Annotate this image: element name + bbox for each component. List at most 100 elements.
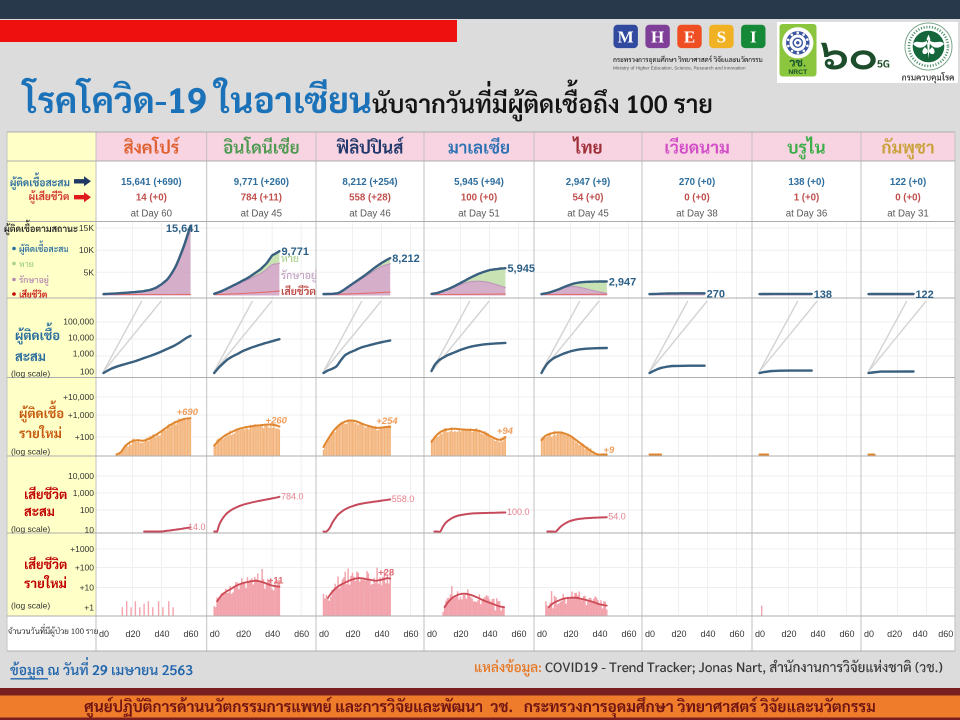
svg-text:270: 270 [707, 288, 725, 300]
svg-text:d60: d60 [403, 629, 418, 639]
svg-text:100: 100 [80, 367, 94, 377]
svg-text:at Day 60: at Day 60 [131, 209, 173, 220]
svg-text:at Day 36: at Day 36 [786, 209, 827, 220]
svg-text:d40: d40 [265, 629, 280, 639]
svg-text:+11: +11 [268, 576, 284, 587]
svg-text:+10,000: +10,000 [63, 392, 94, 402]
svg-text:8,212 (+254): 8,212 (+254) [342, 177, 397, 188]
svg-text:15K: 15K [79, 223, 94, 233]
svg-text:1 (+0): 1 (+0) [794, 192, 820, 203]
svg-text:d20: d20 [887, 629, 902, 639]
svg-text:d0: d0 [210, 629, 220, 639]
svg-text:d20: d20 [671, 629, 686, 639]
svg-text:+690: +690 [177, 407, 199, 418]
svg-text:0 (+0): 0 (+0) [895, 192, 921, 203]
svg-text:at Day 46: at Day 46 [349, 209, 390, 220]
svg-text:d60: d60 [183, 629, 198, 639]
svg-text:5K: 5K [84, 267, 95, 277]
svg-text:d0: d0 [645, 629, 655, 639]
svg-text:d40: d40 [810, 629, 825, 639]
svg-text:M: M [618, 28, 634, 47]
svg-text:2,947 (+9): 2,947 (+9) [566, 177, 610, 188]
svg-text:784 (+11): 784 (+11) [241, 192, 282, 203]
svg-text:10K: 10K [79, 245, 94, 255]
svg-text:at Day 45: at Day 45 [567, 209, 608, 220]
svg-text:138: 138 [814, 289, 832, 301]
svg-text:1,000: 1,000 [73, 349, 95, 359]
svg-text:d40: d40 [913, 629, 928, 639]
svg-text:10,000: 10,000 [68, 471, 94, 481]
svg-text:100 (+0): 100 (+0) [461, 192, 497, 203]
svg-text:784.0: 784.0 [281, 491, 304, 501]
svg-text:d40: d40 [374, 629, 389, 639]
svg-text:d20: d20 [236, 629, 251, 639]
svg-text:+1000: +1000 [70, 544, 94, 554]
svg-text:d40: d40 [482, 629, 497, 639]
svg-text:9,771 (+260): 9,771 (+260) [234, 177, 289, 188]
svg-text:at Day 38: at Day 38 [676, 209, 717, 220]
svg-text:+1: +1 [84, 603, 94, 613]
svg-text:558.0: 558.0 [392, 494, 415, 504]
svg-text:14.0: 14.0 [188, 522, 206, 532]
svg-text:E: E [684, 28, 695, 47]
svg-text:15,641 (+690): 15,641 (+690) [121, 177, 182, 188]
svg-text:(log scale): (log scale) [11, 447, 50, 457]
svg-text:10,000: 10,000 [68, 333, 94, 343]
svg-text:100,000: 100,000 [63, 317, 94, 327]
svg-text:15,641: 15,641 [166, 223, 200, 235]
svg-text:(log scale): (log scale) [11, 369, 50, 379]
svg-text:d0: d0 [755, 629, 765, 639]
svg-text:d60: d60 [294, 629, 309, 639]
svg-text:d40: d40 [154, 629, 169, 639]
svg-text:5,945 (+94): 5,945 (+94) [454, 177, 504, 188]
svg-text:d20: d20 [345, 629, 360, 639]
svg-text:d40: d40 [592, 629, 607, 639]
svg-text:122: 122 [915, 289, 933, 301]
svg-text:+100: +100 [75, 432, 94, 442]
svg-text:d60: d60 [621, 629, 636, 639]
svg-text:S: S [717, 28, 726, 47]
svg-text:d0: d0 [537, 629, 547, 639]
svg-text:122 (+0): 122 (+0) [890, 177, 926, 188]
svg-text:d60: d60 [938, 629, 953, 639]
svg-text:100.0: 100.0 [507, 507, 530, 517]
svg-text:9,771: 9,771 [281, 246, 309, 258]
svg-text:2,947: 2,947 [609, 276, 637, 288]
svg-text:+10: +10 [80, 583, 95, 593]
svg-text:54.0: 54.0 [608, 512, 626, 522]
svg-text:I: I [750, 28, 757, 47]
svg-text:d20: d20 [125, 629, 140, 639]
svg-text:10: 10 [85, 525, 95, 535]
svg-text:270 (+0): 270 (+0) [679, 177, 715, 188]
svg-text:NRCT: NRCT [788, 69, 808, 76]
svg-text:54 (+0): 54 (+0) [573, 192, 604, 203]
svg-text:at Day 45: at Day 45 [241, 209, 282, 220]
svg-text:0 (+0): 0 (+0) [684, 192, 710, 203]
svg-text:138 (+0): 138 (+0) [788, 177, 824, 188]
svg-text:8,212: 8,212 [392, 253, 420, 265]
svg-text:+9: +9 [603, 445, 615, 456]
svg-text:d0: d0 [427, 629, 437, 639]
svg-text:+254: +254 [376, 416, 398, 427]
svg-text:d20: d20 [563, 629, 578, 639]
svg-text:d60: d60 [511, 629, 526, 639]
svg-text:+260: +260 [266, 416, 288, 427]
svg-text:d20: d20 [781, 629, 796, 639]
svg-text:+100: +100 [75, 563, 94, 573]
svg-text:1,000: 1,000 [73, 488, 95, 498]
svg-text:+1,000: +1,000 [68, 410, 95, 420]
svg-text:d0: d0 [99, 629, 109, 639]
svg-text:+94: +94 [497, 426, 514, 437]
svg-text:d60: d60 [729, 629, 744, 639]
svg-text:d40: d40 [700, 629, 715, 639]
svg-text:(log scale): (log scale) [11, 601, 50, 611]
svg-text:(log scale): (log scale) [11, 524, 50, 534]
svg-text:Ministry of Higher Education,: Ministry of Higher Education, Science, R… [613, 66, 746, 71]
svg-text:+28: +28 [378, 568, 394, 579]
svg-text:14 (+0): 14 (+0) [136, 192, 167, 203]
svg-text:558 (+28): 558 (+28) [349, 192, 391, 203]
svg-text:d20: d20 [453, 629, 468, 639]
svg-text:at Day 31: at Day 31 [887, 209, 928, 220]
svg-text:d60: d60 [839, 629, 854, 639]
svg-text:H: H [651, 28, 664, 47]
